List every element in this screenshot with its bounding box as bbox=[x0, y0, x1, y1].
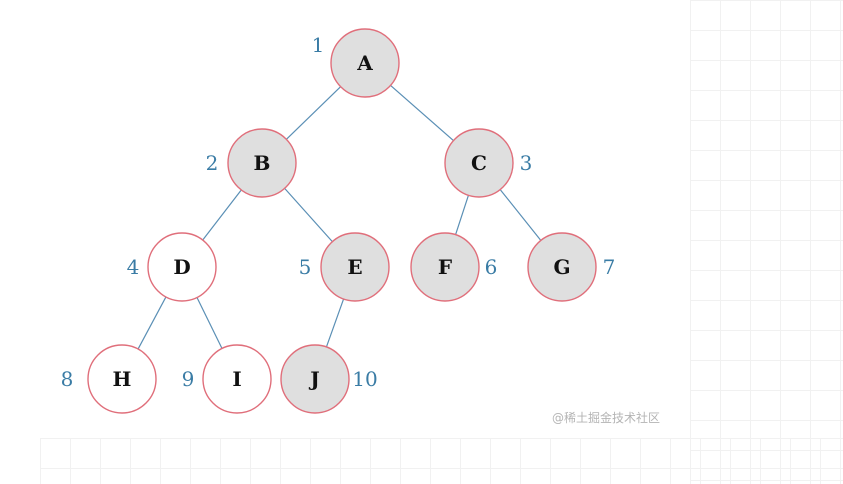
node-g: G bbox=[527, 232, 597, 302]
node-circle-b bbox=[227, 128, 297, 198]
node-label-h: H bbox=[113, 367, 132, 391]
node-label-f: F bbox=[438, 255, 452, 279]
edge-c-f bbox=[454, 195, 470, 235]
node-label-b: B bbox=[254, 151, 271, 175]
node-a: A bbox=[330, 28, 400, 98]
tree-node-indexes: 1 2 3 4 5 6 7 8 9 10 bbox=[61, 33, 616, 391]
node-circle-j bbox=[280, 344, 350, 414]
node-circle-c bbox=[444, 128, 514, 198]
node-circle-a bbox=[330, 28, 400, 98]
node-circle-h bbox=[87, 344, 157, 414]
edge-d-h bbox=[137, 296, 167, 350]
edge-b-e bbox=[284, 187, 333, 243]
tree-edges bbox=[137, 84, 542, 350]
node-index-j: 10 bbox=[352, 367, 377, 391]
edge-e-j bbox=[325, 298, 345, 348]
edge-a-b bbox=[285, 86, 342, 140]
edge-d-i bbox=[196, 297, 223, 349]
edge-a-c bbox=[390, 84, 454, 142]
grid-background-bottom bbox=[40, 438, 843, 484]
node-h: H bbox=[87, 344, 157, 414]
node-i: I bbox=[202, 344, 272, 414]
node-index-h: 8 bbox=[61, 367, 74, 391]
node-index-a: 1 bbox=[312, 33, 325, 57]
node-circle-g bbox=[527, 232, 597, 302]
edge-c-g bbox=[499, 189, 542, 241]
node-label-g: G bbox=[553, 255, 570, 279]
node-circle-e bbox=[320, 232, 390, 302]
tree-nodes: A B C D E F G H I J bbox=[87, 28, 597, 414]
node-circle-d bbox=[147, 232, 217, 302]
node-index-d: 4 bbox=[127, 255, 140, 279]
node-circle-f bbox=[410, 232, 480, 302]
node-c: C bbox=[444, 128, 514, 198]
node-label-j: J bbox=[308, 367, 319, 391]
node-index-c: 3 bbox=[520, 151, 533, 175]
grid-background-right bbox=[690, 0, 843, 484]
node-f: F bbox=[410, 232, 480, 302]
node-d: D bbox=[147, 232, 217, 302]
node-b: B bbox=[227, 128, 297, 198]
node-index-i: 9 bbox=[182, 367, 195, 391]
node-index-f: 6 bbox=[485, 255, 498, 279]
node-label-c: C bbox=[471, 151, 487, 175]
node-index-g: 7 bbox=[603, 255, 616, 279]
node-label-i: I bbox=[232, 367, 241, 391]
node-label-a: A bbox=[356, 51, 373, 75]
node-label-e: E bbox=[347, 255, 362, 279]
node-index-b: 2 bbox=[206, 151, 219, 175]
node-label-d: D bbox=[173, 255, 190, 279]
node-j: J bbox=[280, 344, 350, 414]
watermark: @稀土掘金技术社区 bbox=[552, 411, 661, 425]
node-index-e: 5 bbox=[299, 255, 312, 279]
edge-b-d bbox=[202, 189, 242, 241]
node-e: E bbox=[320, 232, 390, 302]
node-circle-i bbox=[202, 344, 272, 414]
